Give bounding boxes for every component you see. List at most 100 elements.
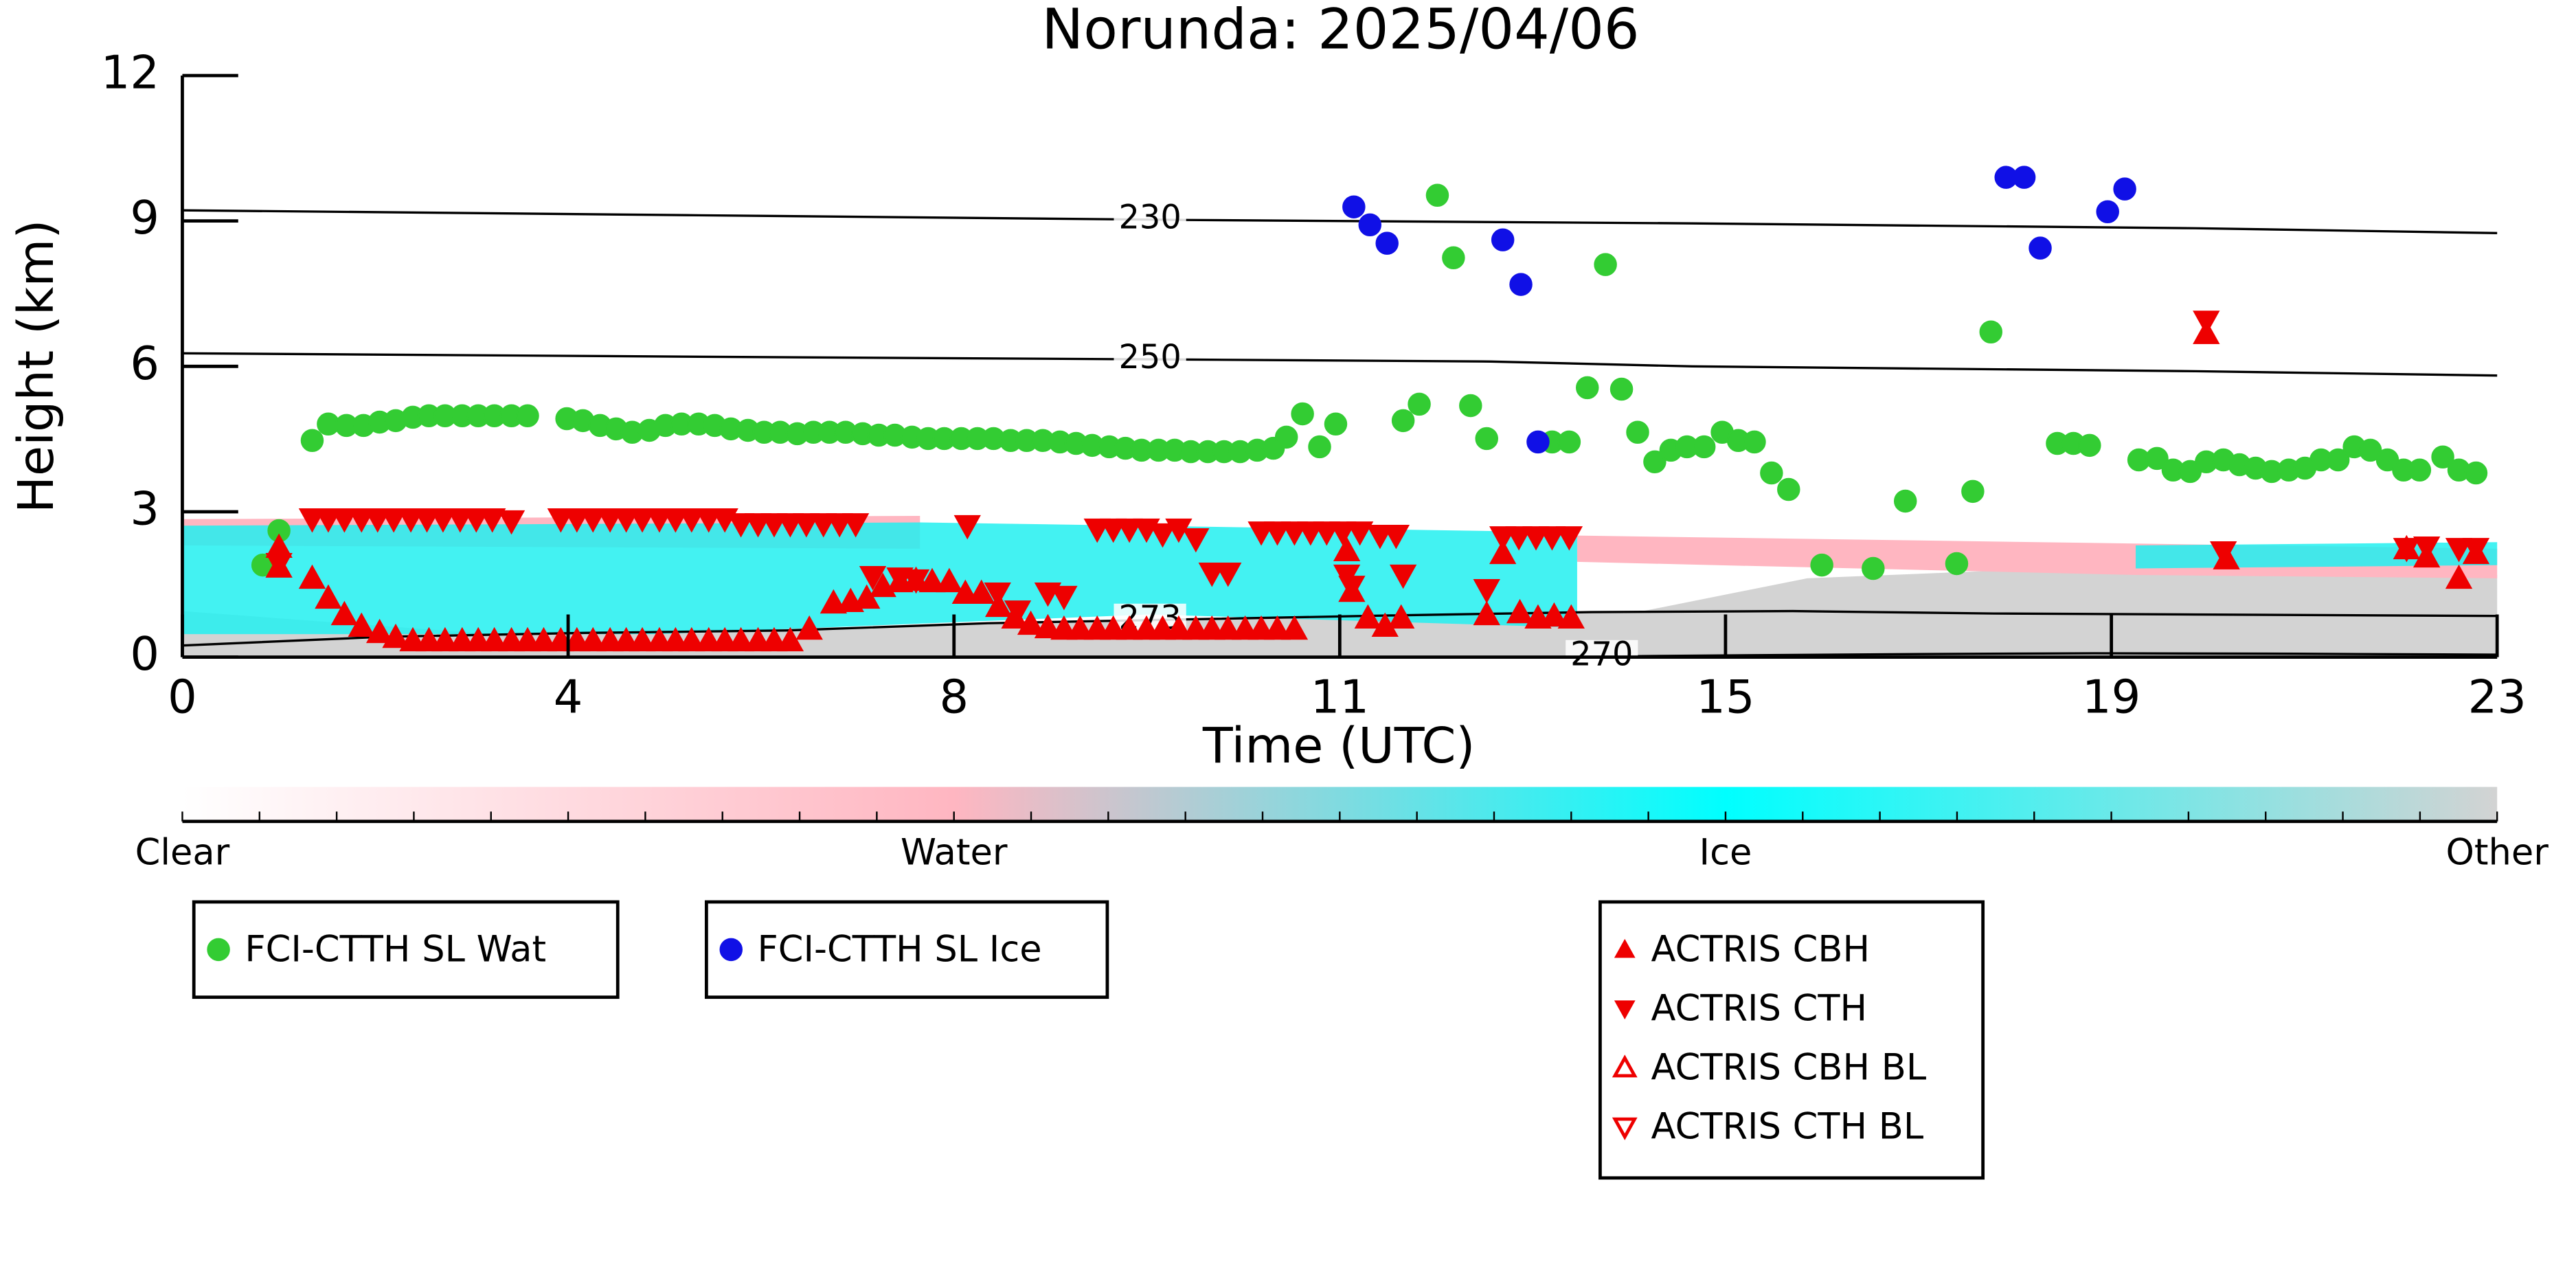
point: [1459, 394, 1482, 418]
point: [1263, 521, 1291, 546]
contour-line: [182, 609, 2498, 647]
point: [2113, 177, 2136, 201]
point: [315, 584, 342, 609]
point: [629, 626, 656, 652]
point: [1557, 604, 1585, 629]
point: [431, 626, 459, 652]
point: [2445, 538, 2473, 563]
point: [479, 508, 506, 533]
point: [2096, 200, 2119, 224]
point: [330, 600, 359, 626]
contour-label: 230: [1118, 199, 1181, 237]
point: [429, 508, 457, 533]
point: [1557, 430, 1581, 454]
point: [1777, 477, 1800, 501]
point: [859, 565, 887, 591]
point: [1540, 602, 1568, 627]
colorbar-label: Clear: [135, 831, 230, 873]
x-tick-label: 0: [168, 670, 197, 723]
point: [1050, 585, 1078, 611]
y-tick-label: 6: [130, 337, 159, 390]
contour-label-bg: [1114, 203, 1186, 236]
point: [2413, 536, 2441, 561]
point: [629, 508, 656, 533]
point: [1017, 610, 1045, 635]
x-axis-label: Time (UTC): [1202, 716, 1476, 774]
point: [1506, 598, 1534, 624]
ice-area: [2136, 542, 2498, 569]
point: [1425, 183, 1449, 207]
point: [1354, 604, 1382, 629]
chart-title: Norunda: 2025/04/06: [1041, 0, 1639, 62]
point: [2012, 166, 2036, 189]
point: [1505, 526, 1533, 551]
point: [1149, 523, 1177, 548]
point: [1526, 430, 1550, 454]
point: [1182, 528, 1210, 553]
point: [1004, 600, 1032, 625]
point: [678, 626, 705, 652]
point: [1538, 526, 1566, 551]
point: [1389, 564, 1417, 589]
point: [530, 626, 558, 652]
x-tick-label: 15: [1696, 670, 1754, 723]
point: [1408, 392, 1431, 416]
point: [2464, 461, 2488, 485]
point: [330, 508, 359, 533]
legend-label: ACTRIS CBH BL: [1651, 1047, 1927, 1089]
series: [1342, 166, 2136, 454]
point: [1329, 521, 1357, 546]
point: [936, 567, 963, 593]
point: [1945, 552, 1969, 576]
point: [2210, 541, 2237, 566]
point: [497, 510, 526, 535]
point: [1165, 615, 1193, 640]
point: [1489, 539, 1517, 565]
point: [2193, 310, 2220, 335]
point: [1214, 615, 1242, 640]
point: [1333, 536, 1361, 561]
point: [968, 579, 995, 605]
colorbar-label: Other: [2446, 831, 2549, 873]
legend-marker: [719, 938, 743, 962]
point: [1291, 402, 1314, 426]
legend-marker: [1614, 1000, 1636, 1020]
point: [1692, 435, 1716, 459]
point: [1491, 228, 1515, 251]
point: [1961, 479, 1985, 504]
point: [1214, 563, 1242, 587]
y-tick-label: 0: [130, 627, 159, 681]
point: [2393, 538, 2421, 563]
point: [1509, 273, 1533, 296]
contour-label-bg: [1114, 343, 1186, 376]
point: [1375, 231, 1399, 255]
point: [579, 508, 607, 533]
point: [2445, 564, 2473, 589]
point: [516, 404, 539, 428]
point: [1388, 604, 1415, 629]
point: [1743, 430, 1766, 454]
colorbar-label: Water: [901, 831, 1008, 873]
point: [1324, 412, 1348, 436]
legend-marker: [1612, 1117, 1638, 1140]
point: [348, 612, 375, 637]
point: [1308, 435, 1331, 459]
x-tick-label: 11: [1311, 670, 1369, 723]
legend-marker: [1614, 938, 1636, 958]
point: [1862, 556, 1885, 580]
legend-box: [192, 900, 620, 999]
point: [841, 513, 870, 538]
series: [265, 310, 2490, 625]
point: [984, 582, 1011, 607]
point: [1391, 409, 1415, 433]
point: [298, 564, 326, 589]
contour-line: [182, 352, 2498, 377]
point: [579, 626, 607, 652]
x-tick-label: 8: [939, 670, 969, 723]
y-axis-label: Height (km): [7, 220, 65, 513]
point: [1594, 253, 1617, 276]
point: [1442, 246, 1465, 270]
